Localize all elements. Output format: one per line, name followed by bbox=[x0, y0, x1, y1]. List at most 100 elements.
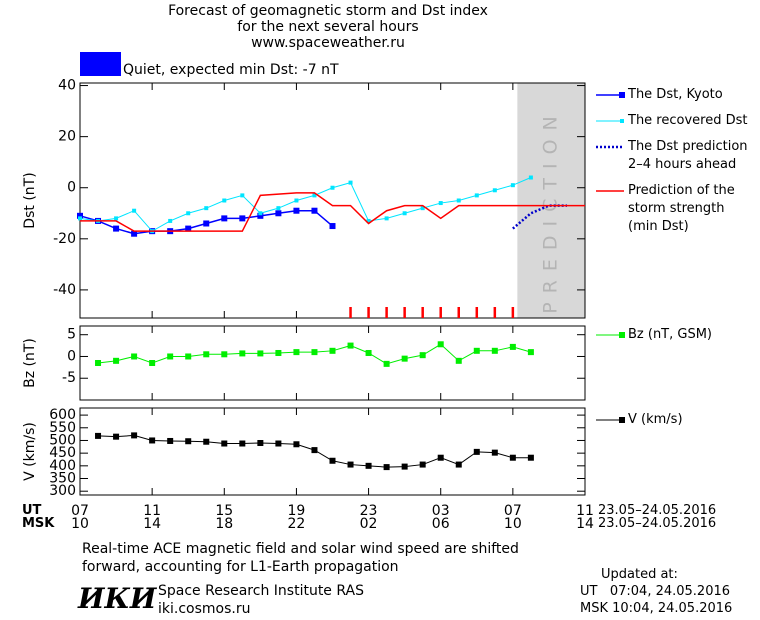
y-tick-label: 600 bbox=[49, 407, 76, 423]
legend-marker bbox=[619, 417, 625, 423]
institute: Space Research Institute RAS bbox=[158, 583, 364, 599]
y-axis-label: Dst (nT) bbox=[22, 172, 38, 228]
point bbox=[95, 360, 102, 366]
point bbox=[203, 220, 210, 227]
status-box bbox=[80, 52, 121, 76]
x-tick-label: 07 bbox=[503, 503, 522, 519]
series-line bbox=[80, 192, 585, 232]
point bbox=[419, 352, 426, 359]
point bbox=[473, 448, 480, 455]
point bbox=[456, 198, 461, 203]
x-tick-label: 14 bbox=[576, 516, 594, 532]
updated-msk: MSK 10:04, 24.05.2016 bbox=[580, 601, 733, 616]
point bbox=[401, 355, 408, 362]
point bbox=[275, 440, 282, 447]
point bbox=[77, 212, 83, 219]
y-tick-label: 500 bbox=[49, 432, 76, 448]
site: iki.cosmos.ru bbox=[158, 601, 251, 617]
point bbox=[131, 432, 138, 439]
y-tick-label: 450 bbox=[49, 445, 76, 461]
point bbox=[311, 207, 318, 214]
legend-entry: Prediction of the storm strength (min Ds… bbox=[628, 183, 735, 234]
point bbox=[492, 188, 497, 193]
point bbox=[239, 350, 246, 357]
point bbox=[402, 211, 407, 216]
point bbox=[329, 223, 336, 230]
prediction-shade bbox=[517, 83, 585, 318]
legend-entry: The Dst prediction 2–4 hours ahead bbox=[628, 139, 748, 172]
point bbox=[113, 357, 120, 364]
x-tick-label: 03 bbox=[431, 503, 450, 519]
point bbox=[347, 342, 354, 349]
point bbox=[330, 185, 335, 190]
point bbox=[294, 198, 299, 203]
point bbox=[455, 461, 462, 468]
point bbox=[168, 218, 173, 223]
y-tick-label: 550 bbox=[49, 420, 76, 436]
point bbox=[221, 351, 228, 358]
y-tick-label: 40 bbox=[58, 78, 76, 94]
status: Quiet, expected min Dst: -7 nT bbox=[123, 62, 339, 78]
point bbox=[221, 440, 228, 447]
point bbox=[419, 461, 426, 468]
y-tick-label: 300 bbox=[49, 483, 76, 499]
x-tick-label: 11 bbox=[143, 503, 162, 519]
point bbox=[528, 175, 533, 180]
point bbox=[257, 440, 264, 447]
x-tick-label: 18 bbox=[215, 516, 234, 532]
y-tick-label: 400 bbox=[49, 458, 76, 474]
title: Forecast of geomagnetic storm and Dst in… bbox=[168, 3, 488, 51]
updated: Updated at: bbox=[601, 567, 678, 582]
point bbox=[311, 447, 318, 454]
point bbox=[186, 211, 191, 216]
point bbox=[221, 215, 228, 222]
point bbox=[258, 211, 263, 216]
y-tick-label: -40 bbox=[53, 282, 76, 298]
x-tick-label: 02 bbox=[359, 516, 378, 532]
point bbox=[185, 438, 192, 445]
logo: ИКИ bbox=[78, 582, 157, 615]
point bbox=[365, 349, 372, 356]
point bbox=[113, 433, 120, 440]
point bbox=[510, 183, 515, 188]
y-axis-label: Bz (nT) bbox=[22, 338, 38, 388]
x-tick-label: 10 bbox=[503, 516, 522, 532]
point bbox=[131, 230, 138, 237]
series-line bbox=[79, 177, 532, 232]
point bbox=[401, 463, 408, 470]
point bbox=[293, 441, 300, 448]
point bbox=[204, 206, 209, 211]
point bbox=[239, 440, 246, 447]
point bbox=[149, 437, 156, 444]
x-tick-label: 14 bbox=[143, 516, 162, 532]
point bbox=[167, 437, 174, 444]
point bbox=[384, 216, 389, 221]
point bbox=[276, 206, 281, 211]
legend-marker bbox=[620, 119, 624, 123]
date-range: 23.05–24.05.2016 bbox=[598, 503, 717, 518]
point bbox=[149, 360, 156, 366]
footer-note: Real-time ACE magnetic field and solar w… bbox=[82, 541, 519, 575]
point bbox=[275, 349, 282, 356]
point bbox=[366, 218, 371, 223]
point bbox=[203, 351, 210, 358]
x-axis-label: MSK bbox=[22, 516, 55, 531]
point bbox=[293, 349, 300, 356]
point bbox=[438, 201, 443, 206]
legend-entry: The Dst, Kyoto bbox=[628, 87, 723, 102]
point bbox=[527, 454, 534, 461]
point bbox=[293, 207, 300, 214]
date-range: 23.05–24.05.2016 bbox=[598, 516, 717, 531]
x-tick-label: 07 bbox=[71, 503, 89, 519]
point bbox=[365, 462, 372, 469]
x-tick-label: 22 bbox=[287, 516, 306, 532]
point bbox=[78, 216, 82, 221]
x-tick-label: 11 bbox=[576, 503, 594, 519]
legend-marker bbox=[619, 92, 625, 98]
point bbox=[185, 353, 192, 360]
point bbox=[437, 454, 444, 461]
legend-entry: The recovered Dst bbox=[628, 113, 748, 128]
legend-entry: V (km/s) bbox=[628, 412, 683, 427]
